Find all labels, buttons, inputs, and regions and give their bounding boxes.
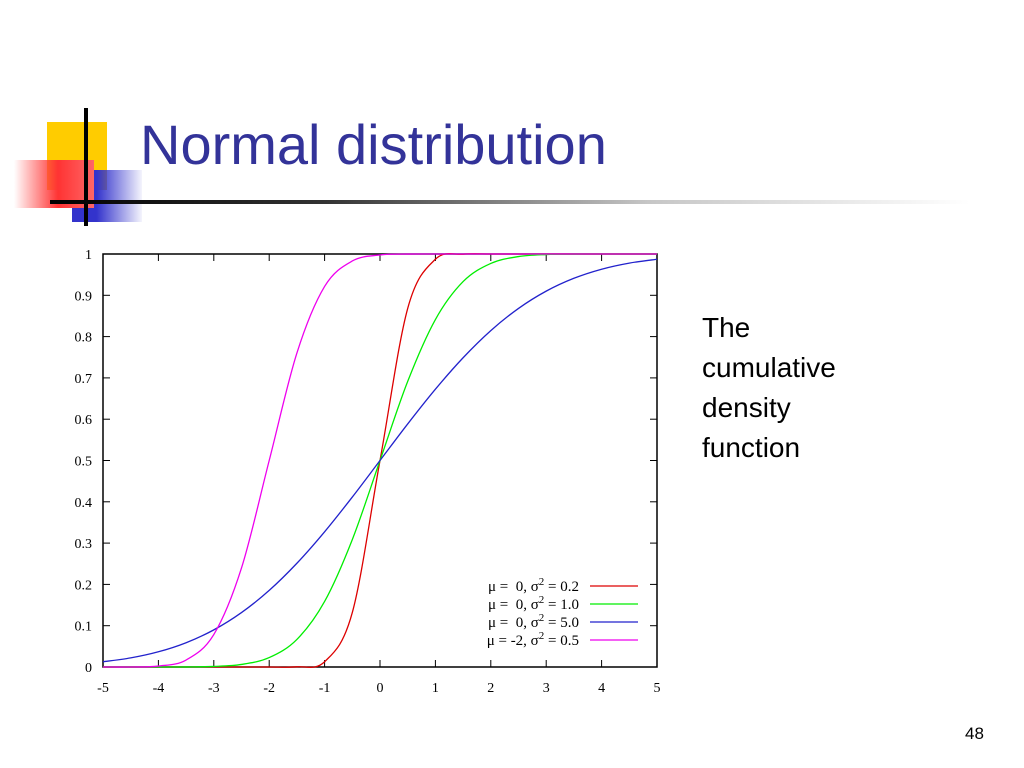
x-tick-label: -5 (97, 681, 109, 696)
slide-title: Normal distribution (140, 113, 607, 176)
title-underline (50, 200, 970, 204)
side-text-line: function (702, 432, 801, 463)
y-tick-label: 0.8 (75, 331, 93, 346)
y-tick-label: 0.7 (75, 372, 93, 387)
legend-label: μ = 0, σ2 = 5.0 (488, 612, 579, 631)
y-tick-label: 0.2 (75, 578, 93, 593)
page-number: 48 (965, 724, 984, 743)
legend-label: μ = -2, σ2 = 0.5 (487, 630, 579, 649)
y-tick-label: 0.5 (75, 455, 93, 470)
x-tick-label: -3 (208, 681, 220, 696)
series-line-4 (102, 253, 657, 668)
side-text-line: cumulative (702, 352, 836, 383)
y-tick-label: 0.3 (75, 537, 93, 552)
y-tick-label: 0 (85, 661, 92, 676)
x-tick-label: 3 (543, 681, 550, 696)
y-tick-label: 0.1 (75, 620, 93, 635)
x-tick-label: 2 (487, 681, 494, 696)
legend-label: μ = 0, σ2 = 1.0 (488, 594, 579, 613)
y-tick-label: 0.9 (75, 289, 93, 304)
x-tick-label: 1 (432, 681, 439, 696)
title-decoration-vertical-line (84, 108, 88, 226)
x-tick-label: 4 (598, 681, 605, 696)
y-tick-label: 0.6 (75, 413, 93, 428)
x-tick-label: 0 (377, 681, 384, 696)
x-tick-label: 5 (654, 681, 661, 696)
legend-label: μ = 0, σ2 = 0.2 (488, 576, 579, 595)
x-tick-label: -1 (319, 681, 331, 696)
y-tick-label: 0.4 (75, 496, 93, 511)
series-line-3 (102, 258, 658, 663)
side-text: The cumulative density function (702, 308, 902, 468)
x-tick-label: -4 (153, 681, 165, 696)
y-tick-label: 1 (85, 248, 92, 263)
x-tick-label: -2 (263, 681, 275, 696)
side-text-line: The (702, 312, 751, 343)
side-text-line: density (702, 392, 791, 423)
